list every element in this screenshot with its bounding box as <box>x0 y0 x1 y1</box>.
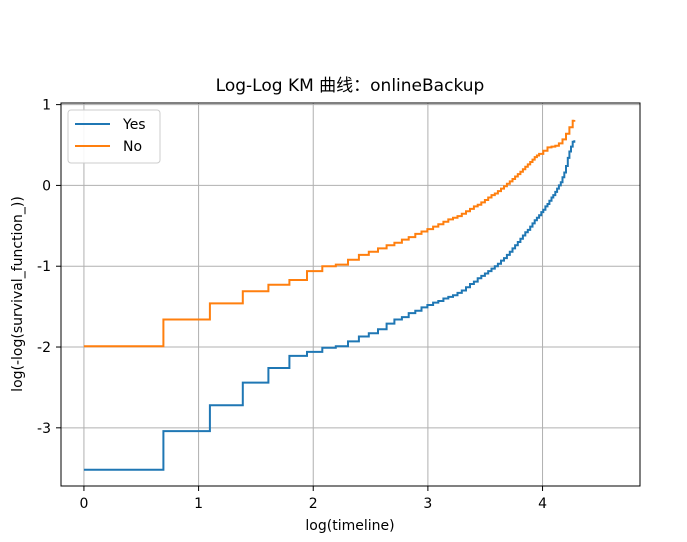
series-layer <box>83 119 576 471</box>
series-line-no <box>83 119 576 348</box>
y-axis-label: log(-log(survival_function_)) <box>10 196 26 392</box>
x-tick-label: 1 <box>194 496 203 512</box>
x-tick-label: 4 <box>538 496 547 512</box>
plot-frame <box>60 102 641 487</box>
grid-lines <box>61 103 640 486</box>
plot-area <box>61 103 640 486</box>
legend-box <box>67 109 161 164</box>
x-axis-label: log(timeline) <box>305 518 394 534</box>
y-tick-label: -2 <box>37 340 51 356</box>
y-tick-label: -3 <box>37 421 51 437</box>
legend: Yes No <box>67 109 161 164</box>
y-axis: 1 0 -1 -2 -3 <box>37 98 61 437</box>
chart-title: Log-Log KM 曲线：onlineBackup <box>216 76 485 96</box>
x-tick-label: 2 <box>309 496 318 512</box>
x-tick-label: 3 <box>423 496 432 512</box>
x-axis: 0 1 2 3 4 <box>79 486 547 512</box>
legend-label-yes: Yes <box>122 117 146 133</box>
x-tick-label: 0 <box>79 496 88 512</box>
y-tick-label: 0 <box>42 178 51 194</box>
legend-label-no: No <box>123 139 142 155</box>
series-line-yes <box>83 140 576 471</box>
y-tick-label: 1 <box>42 98 51 114</box>
y-tick-label: -1 <box>37 259 51 275</box>
